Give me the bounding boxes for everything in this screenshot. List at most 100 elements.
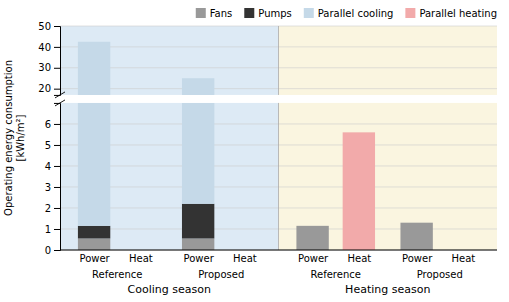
grid-line	[60, 250, 497, 251]
legend-item: Pumps	[244, 8, 292, 19]
x-tick: Heat	[347, 250, 371, 264]
axis-line	[60, 250, 497, 251]
group-label: Reference	[311, 269, 361, 280]
season-label: Heating season	[345, 283, 430, 296]
y-tick-mark	[54, 187, 60, 188]
y-tick-mark	[54, 208, 60, 209]
x-tick-label: Power	[79, 253, 110, 264]
x-tick-label: Heat	[233, 253, 257, 264]
break-mark	[55, 100, 65, 106]
bar-segment	[296, 225, 328, 226]
legend-swatch	[304, 8, 314, 18]
panel: 0 1 2 3 4 5 6 Power Heat Power Heat Power Heat Power H…	[45, 0, 497, 296]
y-tick-label: 20	[38, 83, 51, 94]
legend-label: Pumps	[258, 8, 292, 19]
y-tick-mark	[54, 47, 60, 48]
legend-swatch	[405, 8, 415, 18]
y-tick: 4	[45, 161, 60, 172]
y-axis: 0 1 2 3 4 5 6	[45, 103, 61, 255]
bar-segment	[78, 42, 110, 95]
x-tick: Power	[402, 250, 433, 264]
bar-segment	[182, 238, 214, 250]
bar-segment	[296, 226, 328, 250]
y-tick-mark	[54, 26, 60, 27]
y-axis: 20 30 40 50	[38, 21, 60, 96]
x-tick-label: Power	[402, 253, 433, 264]
y-tick-label: 40	[38, 42, 51, 53]
axis-line	[54, 103, 61, 250]
x-tick: Power	[79, 250, 110, 264]
group-label: Proposed	[417, 269, 463, 280]
bar-segment	[78, 226, 110, 239]
x-tick: Power	[298, 250, 329, 264]
y-tick-label: 50	[38, 21, 51, 32]
y-tick: 2	[45, 203, 60, 214]
axis-line	[54, 27, 61, 96]
y-tick-mark	[54, 229, 60, 230]
bar-segment	[296, 225, 328, 226]
x-tick: Power	[184, 250, 215, 264]
legend-swatch	[196, 8, 206, 18]
bar-segment	[400, 222, 432, 223]
x-tick: Heat	[129, 250, 153, 264]
break-mark	[55, 92, 65, 98]
y-tick-mark	[54, 145, 60, 146]
season-divider	[278, 103, 279, 250]
season-label: Cooling season	[128, 283, 211, 296]
x-tick: Heat	[452, 250, 476, 264]
y-tick-label: 30	[38, 62, 51, 73]
y-tick-label: 2	[45, 203, 51, 214]
legend-label: Parallel cooling	[318, 8, 394, 19]
bar-segment	[78, 238, 110, 250]
x-tick-label: Heat	[452, 253, 476, 264]
x-axis: Power Heat Power Heat Power Heat Power Heat	[60, 250, 497, 264]
bar-segment	[182, 78, 214, 79]
legend: Fans Pumps Parallel cooling Parallel heatin…	[196, 8, 497, 19]
group-label: Proposed	[198, 269, 244, 280]
bar-segment	[182, 103, 214, 204]
y-tick-label: 5	[45, 140, 51, 151]
bar-segment	[182, 204, 214, 239]
y-tick-label: 4	[45, 161, 51, 172]
season-background	[279, 26, 498, 95]
bars	[78, 42, 433, 95]
bar-segment	[343, 132, 375, 250]
y-tick: 20	[38, 83, 60, 94]
bar-segment	[182, 78, 214, 95]
y-tick-label: 1	[45, 224, 51, 235]
y-tick: 0	[45, 245, 60, 256]
legend-item: Parallel cooling	[304, 8, 394, 19]
group-label: Reference	[92, 269, 142, 280]
y-tick-mark	[54, 68, 60, 69]
x-tick: Heat	[233, 250, 257, 264]
legend-label: Parallel heating	[419, 8, 497, 19]
legend-label: Fans	[210, 8, 233, 19]
season-background	[279, 103, 498, 250]
y-tick-mark	[54, 250, 60, 251]
y-tick-mark	[54, 124, 60, 125]
x-tick-label: Heat	[129, 253, 153, 264]
bar-segment	[78, 103, 110, 226]
chart: 0 1 2 3 4 5 6 Power Heat Power Heat Power Heat Power H…	[0, 0, 509, 302]
bar-segment	[400, 223, 432, 250]
season-divider	[278, 26, 279, 95]
x-tick-label: Power	[184, 253, 215, 264]
y-tick-mark	[54, 166, 60, 167]
y-axis-title: Operating energy consumption[kWh/m²]	[3, 60, 26, 216]
legend-item: Parallel heating	[405, 8, 497, 19]
y-tick-label: 0	[45, 245, 51, 256]
y-tick: 5	[45, 140, 60, 151]
bar-segment	[400, 222, 432, 223]
legend-item: Fans	[196, 8, 233, 19]
y-tick: 3	[45, 182, 60, 193]
bar-segment	[296, 225, 328, 226]
y-tick: 40	[38, 42, 60, 53]
legend-swatch	[244, 8, 254, 18]
y-tick-label: 3	[45, 182, 51, 193]
bar-segment	[78, 41, 110, 42]
bar-segment	[400, 222, 432, 223]
bars	[78, 103, 433, 250]
panel: 20 30 40 50	[38, 21, 497, 131]
y-tick: 50	[38, 21, 60, 32]
y-tick: 6	[45, 119, 60, 130]
